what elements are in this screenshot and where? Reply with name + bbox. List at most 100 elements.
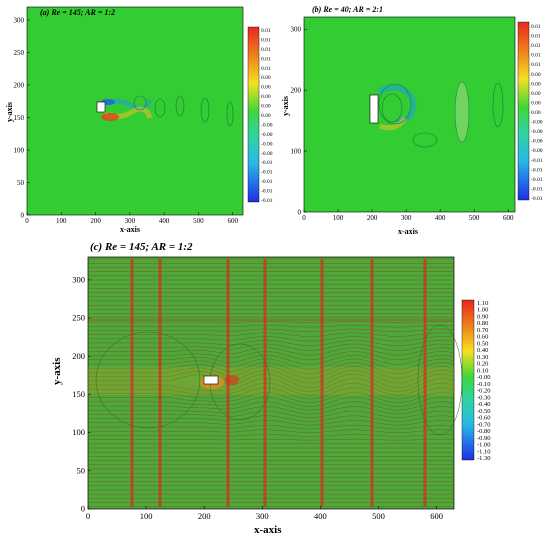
colorbar-tick-label: 0.10: [477, 367, 488, 374]
colorbar-tick-label: -0.00: [261, 151, 273, 157]
streamline: [88, 354, 455, 365]
x-tick-label: 600: [503, 214, 514, 222]
colorbar-tick-label: 1.10: [477, 300, 488, 307]
streamline: [88, 378, 455, 392]
y-tick-label: 100: [291, 148, 302, 156]
y-tick-label: 200: [14, 82, 25, 90]
streamline: [88, 347, 455, 356]
colorbar-tick-label: 0.30: [477, 354, 488, 361]
x-tick-label: 200: [198, 511, 211, 521]
xlabel-c: x-axis: [254, 524, 282, 536]
y-tick-label: 300: [291, 26, 302, 34]
xlabel-b: x-axis: [398, 227, 418, 236]
colorbar-tick-label: -0.01: [531, 177, 543, 183]
streamline: [88, 406, 455, 415]
streamline: [88, 358, 455, 370]
title-a: (a) Re = 145; AR = 1:2: [40, 8, 115, 17]
y-tick-label: 200: [291, 87, 302, 95]
colorbar-tick-label: -0.00: [261, 122, 273, 128]
colorbar-tick-label: 0.01: [261, 56, 271, 62]
centerline-band: [88, 367, 454, 395]
x-tick-label: 500: [193, 217, 204, 225]
streamline: [88, 392, 455, 404]
x-tick-label: 0: [25, 217, 29, 225]
y-tick-label: 200: [72, 351, 85, 361]
colorbar-tick-label: -0.01: [261, 179, 273, 185]
colorbar-tick-label: -1.00: [477, 442, 491, 449]
streamline: [88, 410, 455, 418]
colorbar-labels-c: 1.101.000.900.800.700.600.500.400.300.20…: [477, 300, 491, 462]
wake-a: [101, 95, 234, 127]
colorbar-b: [517, 21, 530, 201]
streamline: [88, 369, 455, 384]
title-c: (c) Re = 145; AR = 1:2: [90, 241, 193, 253]
ylabel-a: y-axis: [5, 102, 14, 122]
colorbar-tick-label: -0.30: [477, 394, 491, 401]
y-tick-label: 300: [72, 274, 85, 284]
colorbar-c: [461, 299, 475, 461]
x-tick-label: 0: [302, 214, 306, 222]
x-tick-label: 100: [140, 511, 153, 521]
colorbar-tick-label: 1.00: [477, 307, 488, 314]
colorbar-tick-label: 0.70: [477, 327, 488, 334]
colorbar-tick-label: 0.50: [477, 340, 488, 347]
wake-b: [376, 81, 504, 148]
plot-area-c: [87, 256, 455, 510]
colorbar-tick-label: -0.01: [261, 160, 273, 166]
panel-c: 0 100 200 300 400 500 600 0 50 100 150 200 250 300 (c…: [51, 241, 491, 536]
x-tick-label: 300: [401, 214, 412, 222]
colorbar-tick-label: -1.10: [477, 448, 491, 455]
x-tick-label: 600: [227, 217, 238, 225]
colorbar-tick-label: 0.90: [477, 313, 488, 320]
ticks-c: 0 100 200 300 400 500 600 0 50 100 150 200 250 300: [72, 274, 443, 521]
title-b: (b) Re = 40; AR = 2:1: [312, 5, 383, 14]
streamline: [88, 328, 455, 333]
colorbar-tick-label: 0.01: [531, 34, 541, 40]
stripe: [370, 259, 374, 507]
y-tick-label: 100: [14, 147, 25, 155]
colorbar-tick-label: 0.00: [531, 110, 541, 116]
streamline: [88, 396, 455, 407]
colorbar-tick-label: 0.40: [477, 347, 488, 354]
colorbar-tick-label: 0.00: [261, 75, 271, 81]
colorbar-tick-label: 0.01: [261, 66, 271, 72]
colorbar-tick-label: 0.01: [531, 24, 541, 30]
colorbar-tick-label: -0.20: [477, 388, 491, 395]
colorbar-tick-label: 0.00: [261, 104, 271, 110]
streamline: [88, 438, 455, 441]
colorbar-tick-label: -0.01: [531, 186, 543, 192]
colorbar-tick-label: -0.90: [477, 435, 491, 442]
stripe: [130, 259, 134, 507]
colorbar-tick-label: -0.00: [531, 129, 543, 135]
streamline: [88, 343, 455, 351]
colorbar-tick-label: 0.60: [477, 334, 488, 341]
panel-b: 0 100 200 300 400 500 600 0 100 200 300 (b) Re = 4…: [281, 5, 543, 236]
colorbar-tick-label: -0.01: [261, 198, 273, 204]
colorbar-tick-label: 0.01: [261, 47, 271, 53]
colorbar-tick-label: 0.20: [477, 361, 488, 368]
colorbar-tick-label: -0.01: [261, 170, 273, 176]
colorbar-labels-b: 0.01 0.01 0.01 0.01 0.01 0.00 0.00 0.00 0.00 0.00…: [531, 24, 543, 202]
obstacle-c: [203, 375, 219, 385]
colorbar-tick-label: -0.00: [261, 141, 273, 147]
x-tick-label: 600: [430, 511, 443, 521]
x-tick-label: 0: [86, 511, 90, 521]
y-tick-label: 100: [72, 427, 85, 437]
panel-a: 0 100 200 300 400 500 600 0 50 100 150 200 250 300 (a…: [5, 6, 273, 234]
xlabel-a: x-axis: [120, 225, 140, 234]
colorbar-tick-label: -0.01: [531, 158, 543, 164]
colorbar-tick-label: -0.01: [531, 167, 543, 173]
streamline: [88, 401, 455, 411]
colorbar-tick-label: -0.10: [477, 381, 491, 388]
x-tick-label: 500: [469, 214, 480, 222]
obstacle-a: [96, 101, 106, 113]
y-tick-label: 300: [14, 17, 25, 25]
streamline: [88, 434, 455, 437]
x-tick-label: 400: [435, 214, 446, 222]
x-tick-label: 100: [56, 217, 67, 225]
colorbar-tick-label: 0.80: [477, 320, 488, 327]
colorbar-labels-a: 0.01 0.01 0.01 0.01 0.01 0.00 0.00 0.00 0.00 0.00…: [261, 28, 273, 204]
colorbar-tick-label: 0.01: [261, 37, 271, 43]
streamline: [88, 362, 455, 375]
colorbar-tick-label: 0.00: [531, 100, 541, 106]
